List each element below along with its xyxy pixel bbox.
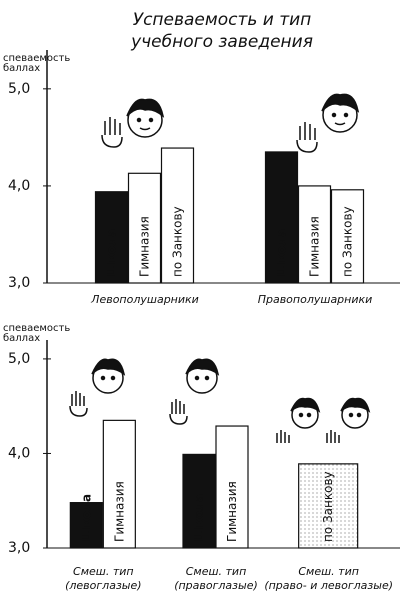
x-tick-label: (право- и левоглазые)	[264, 579, 393, 592]
y-axis-label: баллах	[3, 63, 40, 74]
title-line: Успеваемость и тип	[133, 10, 312, 30]
face-icons	[69, 93, 371, 443]
y-tick-label: 5,0	[8, 351, 30, 367]
bar-label: Гимназия	[112, 481, 126, 542]
x-tick-label: (левоглазые)	[65, 579, 141, 592]
bar	[264, 151, 299, 284]
bar	[215, 425, 249, 549]
y-axis-label: баллах	[3, 333, 40, 344]
x-tick-label: Правополушарники	[258, 293, 373, 306]
bar	[182, 453, 216, 549]
title-line: учебного заведения	[130, 32, 313, 52]
x-tick-label: Смеш. тип	[73, 565, 134, 578]
x-tick-label: Левополушарники	[90, 293, 199, 306]
bar-label: Школа	[275, 229, 289, 277]
bar-label: Школа	[105, 229, 119, 277]
bar	[94, 191, 129, 284]
bar	[127, 172, 162, 284]
bar	[330, 189, 365, 284]
x-tick-label: Смеш. тип	[186, 565, 247, 578]
bar-label: по Занкову	[171, 206, 185, 277]
y-axis-label: спеваемость	[3, 53, 70, 64]
bar	[160, 147, 195, 284]
y-tick-label: 4,0	[8, 445, 30, 461]
bar	[69, 502, 103, 549]
bar-label: Гимназия	[138, 216, 152, 277]
bar	[298, 463, 359, 549]
bar-label: Школа	[79, 494, 93, 542]
bar	[102, 419, 136, 549]
x-tick-label: (правоглазые)	[174, 579, 258, 592]
bar-label: по Занкову	[321, 471, 335, 542]
bar-label: Гимназия	[308, 216, 322, 277]
y-tick-label: 4,0	[8, 178, 30, 194]
y-tick-label: 3,0	[8, 275, 30, 291]
bar-label: по Занкову	[341, 206, 355, 277]
y-tick-label: 5,0	[8, 81, 30, 97]
x-tick-label: Смеш. тип	[298, 565, 359, 578]
bar-label: Гимназия	[225, 481, 239, 542]
bar	[297, 185, 332, 284]
bar-label: Школа	[192, 494, 206, 542]
y-tick-label: 3,0	[8, 540, 30, 556]
y-axis-label: спеваемость	[3, 323, 70, 334]
